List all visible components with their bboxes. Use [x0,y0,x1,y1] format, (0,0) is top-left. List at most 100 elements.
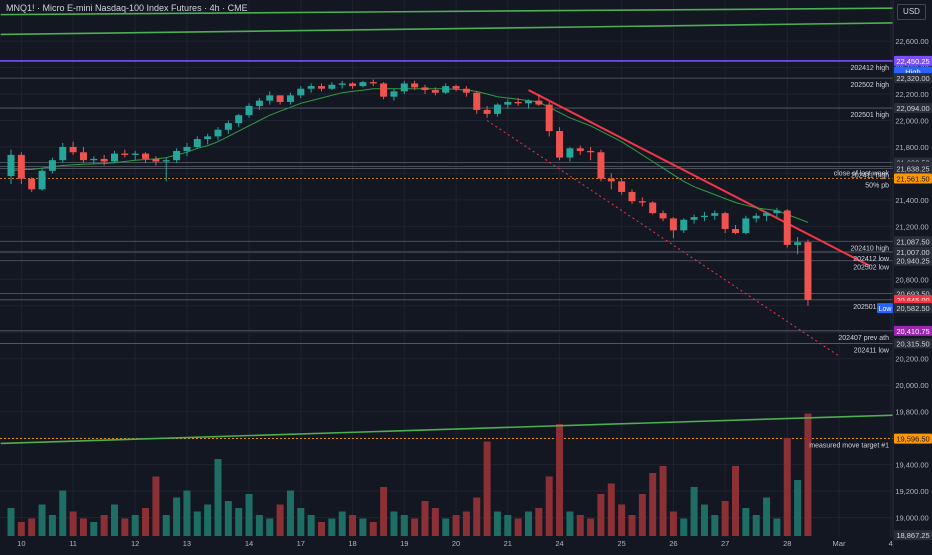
price-badge-text: 21,638.25 [896,164,929,173]
price-badge-text: 22,320.00 [896,74,929,83]
time-axis-background[interactable] [0,537,893,550]
time-tick-label: 18 [348,539,356,548]
grid [0,0,893,537]
candle [576,145,584,155]
candle [618,178,626,195]
chart-title: MNQ1! · Micro E-mini Nasdaq-100 Index Fu… [6,3,248,13]
candle [628,189,636,204]
volume-bar [566,511,574,536]
volume-bar [752,515,760,536]
candle [297,86,305,98]
level-label: 50% pb [865,183,889,190]
low-tag-bg [877,303,893,314]
price-badge: 21,561.50 [894,173,932,184]
candle [504,99,512,109]
candle [442,83,450,95]
price-axis-background[interactable] [893,0,932,550]
volume-bar [794,480,802,536]
time-tick-label: 26 [669,539,677,548]
candle-body [111,153,118,162]
candle [638,197,646,207]
candle [380,82,388,100]
volume-bar [28,518,36,536]
time-tick-label: 11 [69,539,77,548]
price-tick-label: 20,200.00 [895,355,928,364]
price-badge-bg [894,433,932,444]
candle [328,82,336,91]
candle [193,136,201,149]
volume-bar [473,497,481,536]
candle [152,156,160,166]
time-tick-label: Mar [833,539,846,548]
candle-body [493,104,501,114]
candle-body [545,104,553,132]
candle-body [514,101,522,104]
candle [783,209,791,248]
volume-bar [628,515,636,536]
time-axis[interactable]: 10 11 12 13 14 17 18 19 20 21 24 25 26 27 28 Mar 4 [17,539,893,548]
time-tick-label: 25 [617,539,625,548]
price-tick-label: 22,000.00 [895,116,928,125]
candle [400,80,408,95]
volume-bar [514,518,522,536]
candle-body [297,88,305,96]
volume-bar [111,504,118,536]
level-label: 202407 prev ath [838,335,889,342]
price-badge-text: 20,582.50 [896,304,929,313]
time-tick-label: 13 [183,539,191,548]
candle-body [535,100,543,105]
volume-bar [214,459,222,536]
volume-bar [276,504,284,536]
price-badge: 19,596.50 [894,433,932,444]
volume-bar [245,494,253,536]
price-badge-text: 18,867.25 [896,531,929,540]
candle [142,152,150,163]
price-badge-bg [894,173,932,184]
volume-bar [607,483,615,536]
time-tick-label: 20 [452,539,460,548]
volume-bar [493,511,501,536]
candle-body [121,153,129,155]
price-badge: 18,867.25 [894,530,932,541]
candle [556,127,564,161]
candle [700,211,708,222]
candle [742,215,750,235]
volume-bar [400,515,408,536]
volume-bar [638,494,646,536]
candle [473,91,481,114]
moving-average [10,88,809,223]
candle [804,239,812,306]
candle [17,152,25,185]
time-tick-label: 10 [17,539,25,548]
candle [545,101,553,137]
candle-body [700,215,708,218]
volume-bar [131,515,139,536]
volume-bar [732,466,739,536]
candle-body [638,201,646,203]
currency-button[interactable]: USD [897,4,926,20]
candle-body [711,213,719,216]
level-label: 202501 high [850,112,889,119]
price-badge-text: 20,410.75 [896,327,929,336]
candle-body [90,158,98,161]
candle [390,88,398,101]
volume-bar [390,511,398,536]
price-badge-bg [894,55,932,66]
price-badge-bg [894,325,932,336]
candle-body [204,136,212,140]
trendlines[interactable] [0,7,922,445]
candle-body [452,86,460,89]
volume-bar [162,515,170,536]
candle-body [276,95,284,102]
price-badge-bg [894,163,932,174]
candle-body [235,115,243,124]
volume-bar [318,522,325,536]
volume-bar [587,518,595,536]
time-tick-label: 19 [400,539,408,548]
volume-bar [235,508,243,536]
candle [732,225,739,235]
candle-body [721,213,729,230]
